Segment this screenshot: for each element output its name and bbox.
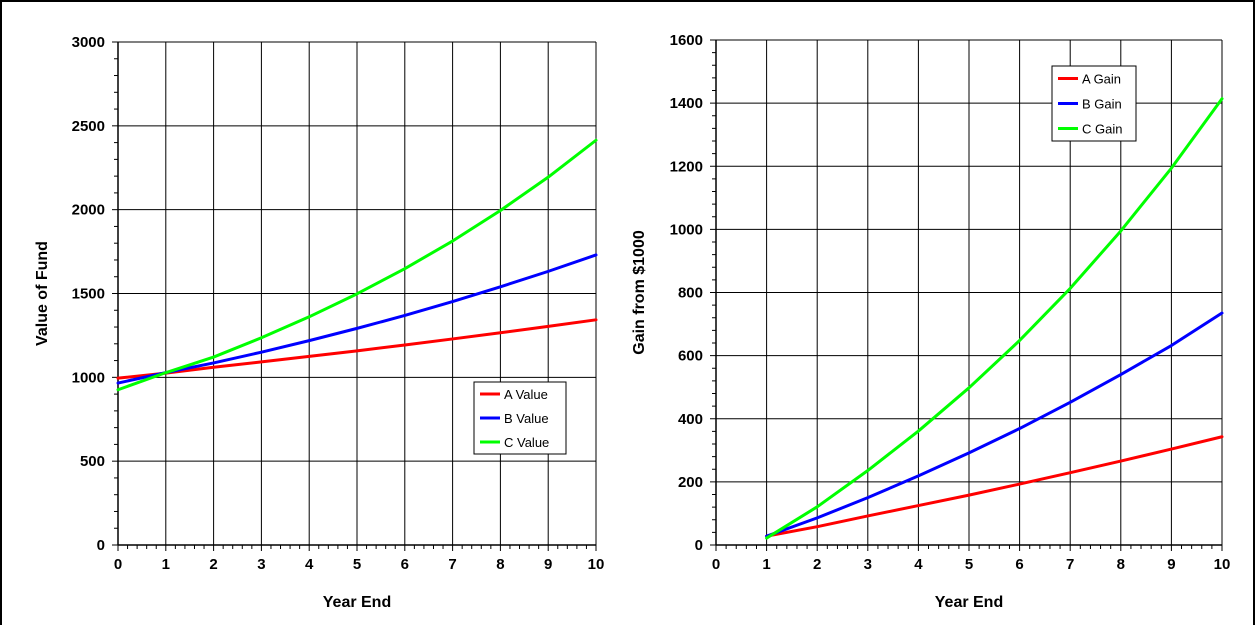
- y-tick-label: 200: [678, 474, 703, 491]
- legend-label: A Value: [504, 387, 548, 402]
- legend-label: A Gain: [1082, 72, 1121, 87]
- x-tick-label: 8: [1117, 556, 1125, 573]
- x-tick-label: 6: [401, 556, 409, 573]
- legend-label: C Value: [504, 435, 549, 450]
- y-tick-label: 800: [678, 285, 703, 302]
- legend-label: B Value: [504, 411, 549, 426]
- x-tick-label: 3: [257, 556, 265, 573]
- y-tick-label: 0: [97, 537, 105, 554]
- x-tick-label: 7: [448, 556, 456, 573]
- x-axis-title: Year End: [323, 594, 391, 611]
- x-tick-label: 2: [813, 556, 821, 573]
- y-tick-label: 1000: [72, 369, 105, 386]
- x-tick-label: 2: [209, 556, 217, 573]
- value-of-fund-chart: 0 1 2 3 4 5 6 7 8 9 10 0 500 1000 1500 2000 2500 3000 Year…: [34, 34, 604, 611]
- x-tick-label: 10: [1214, 556, 1231, 573]
- legend-label: B Gain: [1082, 97, 1122, 112]
- y-tick-label: 2500: [72, 118, 105, 135]
- x-tick-label: 8: [496, 556, 504, 573]
- x-tick-label: 5: [965, 556, 973, 573]
- y-tick-label: 1500: [72, 286, 105, 303]
- x-tick-label: 10: [588, 556, 605, 573]
- x-tick-label: 1: [162, 556, 170, 573]
- y-tick-label: 500: [80, 453, 105, 470]
- x-tick-label: 3: [864, 556, 872, 573]
- x-tick-label: 1: [762, 556, 770, 573]
- x-tick-label: 4: [305, 556, 314, 573]
- x-tick-label: 0: [114, 556, 122, 573]
- y-axis-title: Gain from $1000: [631, 230, 648, 355]
- y-tick-label: 0: [695, 537, 703, 554]
- legend-label: C Gain: [1082, 122, 1122, 137]
- x-tick-label: 4: [914, 556, 923, 573]
- y-tick-label: 1000: [670, 221, 703, 238]
- x-tick-label: 0: [712, 556, 720, 573]
- y-axis-title: Value of Fund: [34, 241, 51, 346]
- y-tick-label: 2000: [72, 202, 105, 219]
- y-tick-label: 600: [678, 348, 703, 365]
- y-tick-label: 1200: [670, 158, 703, 175]
- x-tick-label: 6: [1015, 556, 1023, 573]
- gain-chart: 0 1 2 3 4 5 6 7 8 9 10 0 200 400 600 800 1000 1200 1400 160…: [631, 32, 1230, 611]
- x-tick-label: 9: [1167, 556, 1175, 573]
- y-tick-label: 1600: [670, 32, 703, 49]
- x-tick-label: 7: [1066, 556, 1074, 573]
- x-tick-label: 9: [544, 556, 552, 573]
- x-axis-title: Year End: [935, 594, 1003, 611]
- y-tick-label: 3000: [72, 34, 105, 51]
- y-tick-label: 400: [678, 411, 703, 428]
- y-tick-label: 1400: [670, 95, 703, 112]
- x-tick-label: 5: [353, 556, 361, 573]
